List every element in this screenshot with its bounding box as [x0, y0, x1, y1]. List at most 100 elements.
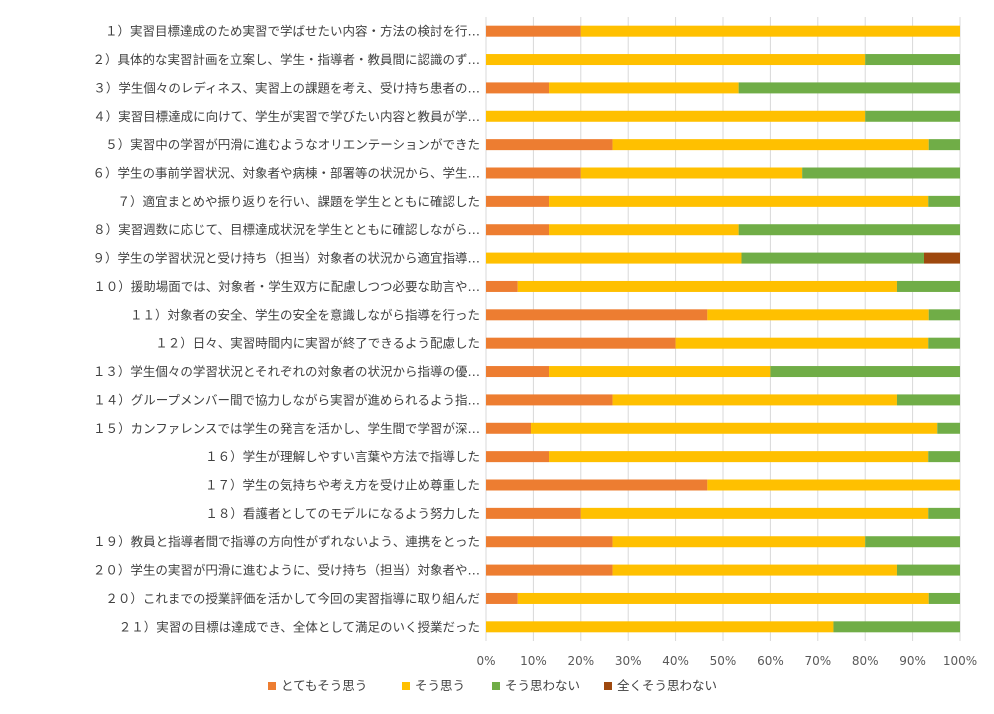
category-label: １８）看護者としてのモデルになるよう努力した: [205, 506, 480, 521]
category-label: ４）実習目標達成に向けて、学生が実習で学びたい内容と教員が学…: [93, 109, 480, 124]
bar-segment: [580, 507, 929, 519]
bar-segment: [896, 564, 960, 576]
x-tick-label: 30%: [615, 654, 642, 668]
bar-segment: [531, 422, 938, 434]
bar-segment: [486, 195, 550, 207]
bar-segment: [928, 337, 960, 349]
x-tick-label: 90%: [899, 654, 926, 668]
category-label: １１）対象者の安全、学生の安全を意識しながら指導を行った: [130, 307, 480, 322]
legend-swatch: [268, 682, 276, 690]
category-label: １９）教員と指導者間で指導の方向性がずれないよう、連携をとった: [93, 534, 480, 549]
legend-label: 全くそう思わない: [617, 678, 717, 693]
bar-segment: [833, 621, 960, 633]
category-label: ５）実習中の学習が円滑に進むようなオリエンテーションができた: [105, 137, 480, 152]
category-label: １５）カンファレンスでは学生の発言を活かし、学生間で学習が深…: [93, 421, 480, 436]
bar-segment: [937, 422, 960, 434]
bar-segment: [486, 54, 866, 66]
bar-segment: [923, 252, 960, 264]
bar-segment: [928, 139, 960, 151]
bar-segment: [549, 195, 929, 207]
bar-segment: [486, 167, 581, 179]
bar-segment: [802, 167, 960, 179]
bar-segment: [580, 167, 803, 179]
bar-segment: [486, 252, 742, 264]
category-label: ９）学生の学習状況と受け持ち（担当）対象者の状況から適宜指導…: [92, 251, 480, 266]
category-label: ８）実習週数に応じて、目標達成状況を学生とともに確認しながら…: [93, 222, 480, 237]
bar-segment: [517, 592, 929, 604]
category-label: １６）学生が理解しやすい言葉や方法で指導した: [205, 449, 480, 464]
bar-segment: [896, 394, 960, 406]
legend-label: そう思う: [415, 678, 465, 693]
bar-segment: [928, 195, 960, 207]
bar-segment: [486, 592, 518, 604]
category-label: ２０）学生の実習が円滑に進むように、受け持ち（担当）対象者や…: [93, 563, 480, 578]
x-tick-label: 40%: [662, 654, 689, 668]
bar-segment: [486, 82, 550, 94]
bar-segment: [486, 394, 613, 406]
category-label: ２０）これまでの授業評価を活かして今回の実習指導に取り組んだ: [105, 591, 480, 606]
category-label: ２１）実習の目標は達成でき、全体として満足のいく授業だった: [119, 619, 480, 634]
bar-segment: [928, 451, 960, 463]
legend-swatch: [604, 682, 612, 690]
bar-segment: [612, 139, 929, 151]
bar-segment: [486, 366, 550, 378]
x-tick-label: 60%: [757, 654, 784, 668]
bar-segment: [486, 280, 518, 292]
category-label: １４）グループメンバー間で協力しながら実習が進められるよう指…: [93, 392, 480, 407]
bar-segment: [549, 82, 739, 94]
category-label: １７）学生の気持ちや考え方を受け止め尊重した: [205, 478, 480, 493]
category-label: ６）学生の事前学習状況、対象者や病棟・部署等の状況から、学生…: [92, 166, 480, 181]
bar-segment: [549, 366, 771, 378]
legend-label: とてもそう思う: [281, 678, 367, 693]
bar-segment: [707, 479, 960, 491]
x-tick-label: 70%: [804, 654, 831, 668]
bar-segment: [486, 337, 676, 349]
bar-segment: [486, 224, 550, 236]
x-tick-label: 20%: [567, 654, 594, 668]
bar-segment: [865, 536, 960, 548]
bar-segment: [517, 280, 897, 292]
bar-segment: [486, 536, 613, 548]
bar-segment: [928, 592, 960, 604]
bar-segment: [549, 451, 929, 463]
legend-swatch: [402, 682, 410, 690]
bar-segment: [486, 25, 581, 37]
x-tick-label: 50%: [710, 654, 737, 668]
bar-segment: [486, 309, 708, 321]
bar-segment: [486, 451, 550, 463]
category-label: １０）援助場面では、対象者・学生双方に配慮しつつ必要な助言や…: [93, 279, 480, 294]
x-tick-label: 0%: [476, 654, 495, 668]
legend-label: そう思わない: [505, 678, 580, 693]
bar-segment: [865, 54, 960, 66]
x-tick-label: 100%: [943, 654, 977, 668]
category-label: ２）具体的な実習計画を立案し、学生・指導者・教員間に認識のず…: [92, 52, 480, 67]
bar-segment: [675, 337, 929, 349]
bar-segment: [612, 394, 897, 406]
bar-segment: [738, 224, 960, 236]
bar-segment: [928, 309, 960, 321]
legend-swatch: [492, 682, 500, 690]
bar-segment: [549, 224, 739, 236]
bar-segment: [486, 621, 834, 633]
bar-segment: [580, 25, 960, 37]
bar-segment: [486, 479, 708, 491]
bar-segment: [928, 507, 960, 519]
bar-segment: [612, 564, 897, 576]
category-label: ７）適宜まとめや振り返りを行い、課題を学生とともに確認した: [117, 194, 480, 209]
x-tick-label: 80%: [852, 654, 879, 668]
category-label: １３）学生個々の学習状況とそれぞれの対象者の状況から指導の優…: [93, 364, 480, 379]
bar-segment: [486, 564, 613, 576]
bar-segment: [741, 252, 924, 264]
x-tick-label: 10%: [520, 654, 547, 668]
bar-segment: [486, 139, 613, 151]
bar-segment: [486, 507, 581, 519]
bar-segment: [486, 110, 866, 122]
bar-segment: [896, 280, 960, 292]
bar-segment: [486, 422, 532, 434]
category-label: １）実習目標達成のため実習で学ばせたい内容・方法の検討を行…: [105, 24, 480, 39]
category-label: １２）日々、実習時間内に実習が終了できるよう配慮した: [155, 336, 480, 351]
category-label: ３）学生個々のレディネス、実習上の課題を考え、受け持ち患者の…: [93, 80, 480, 95]
bar-segment: [612, 536, 866, 548]
